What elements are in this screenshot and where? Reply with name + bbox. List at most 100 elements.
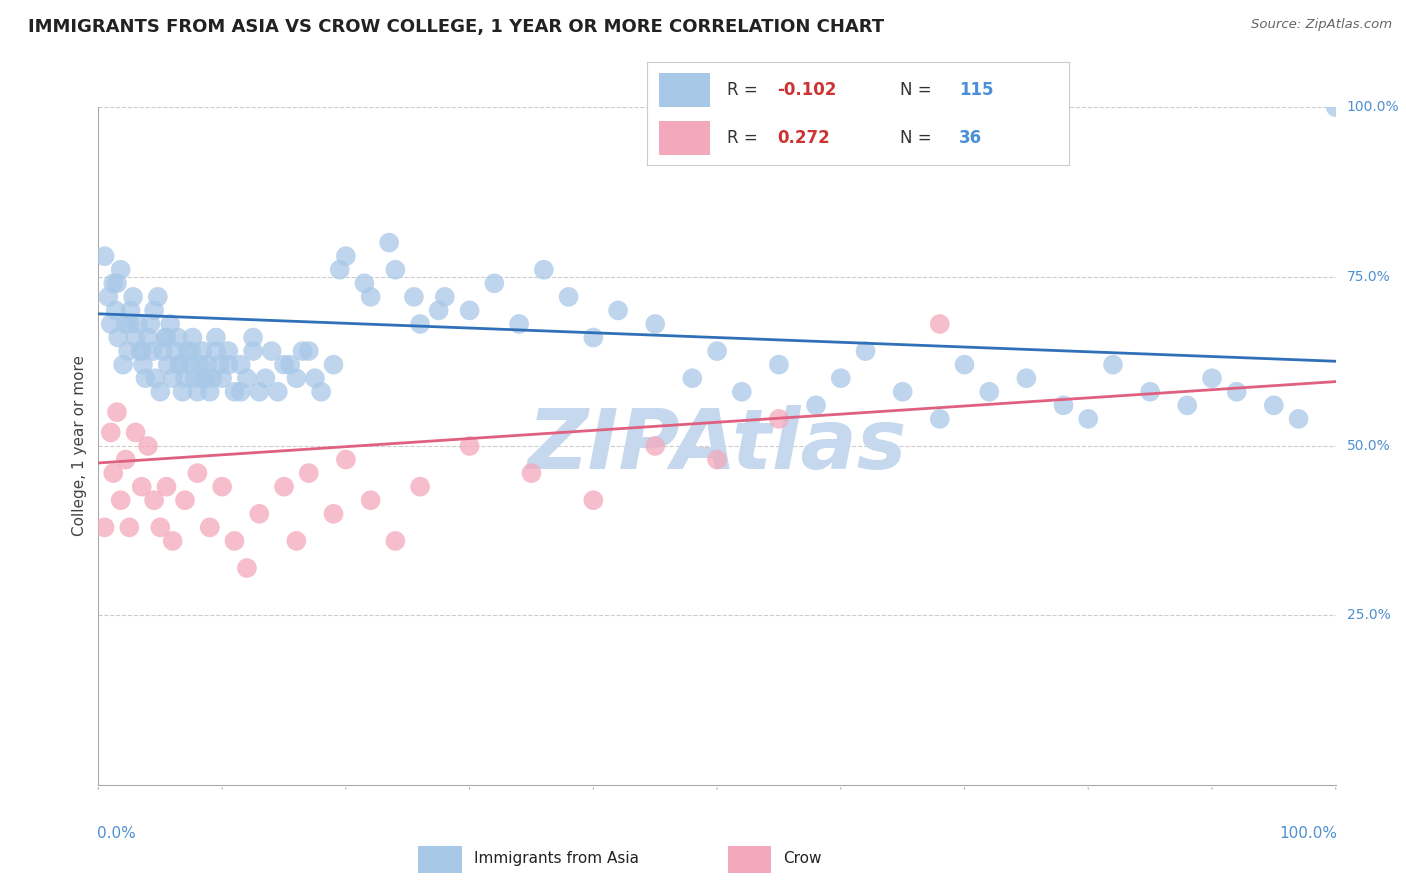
- Point: [322, 358, 344, 372]
- Point: [706, 452, 728, 467]
- Point: [118, 317, 141, 331]
- Point: [298, 344, 321, 359]
- Point: [953, 358, 976, 372]
- Point: [181, 330, 204, 344]
- Point: [804, 398, 827, 412]
- Point: [557, 290, 579, 304]
- Text: 75.0%: 75.0%: [1347, 269, 1391, 284]
- Point: [143, 493, 166, 508]
- Point: [928, 412, 950, 426]
- Point: [124, 330, 146, 344]
- Point: [198, 384, 221, 399]
- Point: [217, 344, 239, 359]
- Point: [242, 344, 264, 359]
- Point: [353, 277, 375, 291]
- Point: [427, 303, 450, 318]
- Point: [156, 358, 179, 372]
- Point: [149, 520, 172, 534]
- Point: [110, 493, 132, 508]
- Point: [186, 466, 208, 480]
- Point: [298, 466, 321, 480]
- Point: [582, 330, 605, 344]
- Point: [97, 290, 120, 304]
- Point: [100, 317, 122, 331]
- Point: [155, 330, 177, 344]
- Point: [644, 439, 666, 453]
- Point: [508, 317, 530, 331]
- Text: 25.0%: 25.0%: [1347, 608, 1391, 623]
- Text: ZIPAtlas: ZIPAtlas: [527, 406, 907, 486]
- Point: [188, 358, 211, 372]
- Point: [139, 317, 162, 331]
- Point: [127, 317, 149, 331]
- Point: [229, 358, 252, 372]
- Point: [260, 344, 283, 359]
- Point: [155, 330, 177, 344]
- Point: [136, 439, 159, 453]
- Point: [1102, 358, 1125, 372]
- Point: [520, 466, 543, 480]
- Point: [285, 533, 308, 548]
- Point: [304, 371, 326, 385]
- Point: [211, 480, 233, 494]
- Point: [484, 277, 506, 291]
- Text: N =: N =: [900, 128, 936, 147]
- Point: [176, 344, 198, 359]
- Text: 0.272: 0.272: [778, 128, 831, 147]
- Point: [211, 371, 233, 385]
- Y-axis label: College, 1 year or more: College, 1 year or more: [72, 356, 87, 536]
- Point: [159, 317, 181, 331]
- Point: [1139, 384, 1161, 399]
- Point: [132, 358, 155, 372]
- Point: [146, 290, 169, 304]
- Point: [122, 290, 145, 304]
- Point: [335, 249, 357, 263]
- Point: [731, 384, 754, 399]
- Point: [107, 330, 129, 344]
- Bar: [728, 847, 770, 873]
- Point: [928, 317, 950, 331]
- Point: [112, 358, 135, 372]
- Point: [979, 384, 1001, 399]
- Point: [229, 384, 252, 399]
- Text: Crow: Crow: [783, 851, 823, 866]
- Point: [152, 344, 174, 359]
- Point: [378, 235, 401, 250]
- Point: [114, 317, 136, 331]
- Point: [174, 371, 197, 385]
- Point: [681, 371, 703, 385]
- Point: [768, 358, 790, 372]
- Point: [1052, 398, 1074, 412]
- Point: [149, 384, 172, 399]
- Point: [205, 344, 228, 359]
- Text: 100.0%: 100.0%: [1347, 100, 1399, 114]
- Point: [242, 330, 264, 344]
- Point: [198, 520, 221, 534]
- Point: [644, 317, 666, 331]
- Point: [1201, 371, 1223, 385]
- Point: [105, 405, 128, 419]
- Point: [309, 384, 332, 399]
- Text: R =: R =: [727, 80, 763, 99]
- Point: [174, 493, 197, 508]
- Point: [830, 371, 852, 385]
- Point: [103, 466, 125, 480]
- Point: [93, 249, 115, 263]
- Text: 115: 115: [959, 80, 994, 99]
- Point: [110, 262, 132, 277]
- Text: 50.0%: 50.0%: [1347, 439, 1391, 453]
- Point: [291, 344, 314, 359]
- Point: [1077, 412, 1099, 426]
- Text: Source: ZipAtlas.com: Source: ZipAtlas.com: [1251, 18, 1392, 31]
- Point: [236, 561, 259, 575]
- Point: [118, 520, 141, 534]
- Point: [194, 371, 217, 385]
- Point: [285, 371, 308, 385]
- Point: [533, 262, 555, 277]
- Bar: [419, 847, 461, 873]
- Point: [1288, 412, 1310, 426]
- Point: [136, 330, 159, 344]
- Point: [131, 480, 153, 494]
- Point: [184, 371, 207, 385]
- Text: 100.0%: 100.0%: [1279, 826, 1337, 840]
